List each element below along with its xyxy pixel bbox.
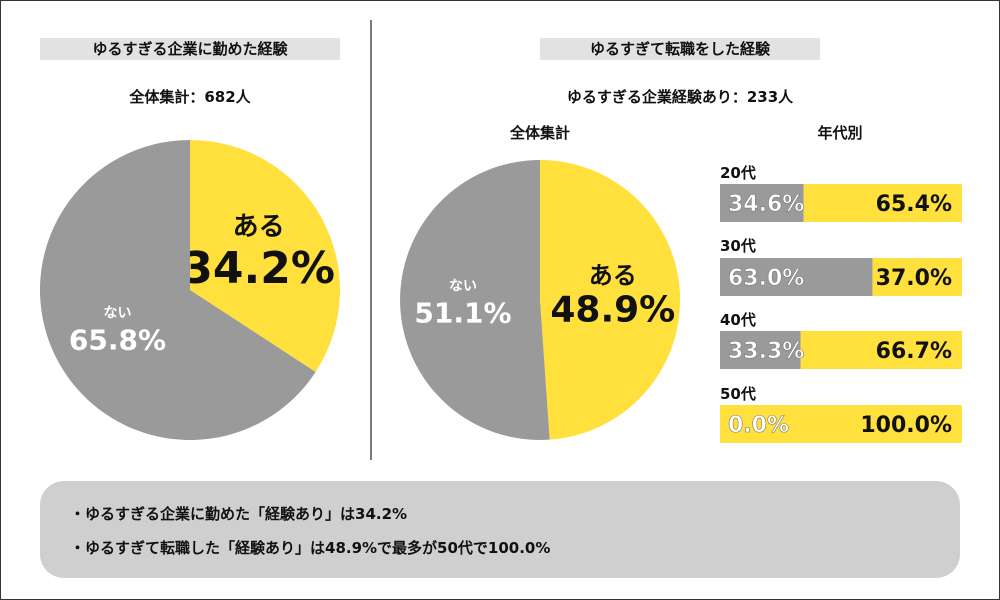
age-label-30s: 30代 bbox=[720, 237, 756, 255]
pie-job-change-slice-yes bbox=[540, 159, 681, 440]
bar-40s-yes-label: 66.7% bbox=[876, 339, 952, 364]
right-subtitle: ゆるすぎる企業経験あり：233人 bbox=[566, 88, 794, 106]
bar-20s-no bbox=[720, 184, 804, 222]
pie-overall-experience-label-yes: ある bbox=[233, 212, 285, 242]
by-age-label: 年代別 bbox=[817, 124, 863, 142]
bar-40s-no-label: 33.3% bbox=[728, 339, 804, 364]
pie-overall-experience-slice-yes bbox=[190, 140, 341, 372]
overall-label: 全体集計 bbox=[509, 124, 570, 142]
pie-job-change-label-yes: ある bbox=[589, 262, 637, 290]
pie-overall-experience-label-no: ない bbox=[104, 305, 132, 321]
age-label-40s: 40代 bbox=[720, 311, 756, 329]
bar-50s-yes bbox=[720, 405, 962, 443]
bar-30s-no-label: 63.0% bbox=[728, 266, 804, 291]
left-heading: ゆるすぎる企業に勤めた経験 bbox=[40, 38, 340, 60]
right-heading: ゆるすぎて転職をした経験 bbox=[540, 38, 820, 60]
bar-40s-no bbox=[720, 331, 801, 369]
bar-20s-yes-label: 65.4% bbox=[876, 192, 952, 217]
pie-overall-experience-value-no: 65.8% bbox=[69, 323, 166, 356]
bar-30s-yes-label: 37.0% bbox=[876, 266, 952, 291]
pie-job-change-value-yes: 48.9% bbox=[550, 290, 675, 331]
bar-50s-no-label: 0.0% bbox=[728, 413, 789, 438]
bar-30s-no bbox=[720, 258, 873, 296]
age-label-20s: 20代 bbox=[720, 164, 756, 182]
summary-line-2: ・ゆるすぎて転職した「経験あり」は48.9%で最多が50代で100.0% bbox=[70, 539, 551, 557]
bar-50s-yes-label: 100.0% bbox=[860, 413, 952, 438]
bar-20s-yes bbox=[803, 184, 962, 222]
left-subtitle: 全体集計：682人 bbox=[129, 88, 251, 106]
section-divider bbox=[370, 20, 372, 460]
bar-40s-yes bbox=[800, 331, 962, 369]
pie-job-change-slice-no bbox=[400, 160, 550, 440]
bar-30s-yes bbox=[872, 258, 962, 296]
pie-overall-experience-value-yes: 34.2% bbox=[182, 243, 335, 294]
summary-line-1: ・ゆるすぎる企業に勤めた「経験あり」は34.2% bbox=[70, 505, 408, 523]
pie-job-change-label-no: ない bbox=[449, 279, 477, 295]
bar-20s-no-label: 34.6% bbox=[728, 192, 804, 217]
age-label-50s: 50代 bbox=[720, 385, 756, 403]
summary-box: ・ゆるすぎる企業に勤めた「経験あり」は34.2% ・ゆるすぎて転職した「経験あり… bbox=[40, 481, 960, 578]
pie-job-change-value-no: 51.1% bbox=[414, 297, 511, 330]
pie-overall-experience-slice-no bbox=[40, 140, 316, 440]
